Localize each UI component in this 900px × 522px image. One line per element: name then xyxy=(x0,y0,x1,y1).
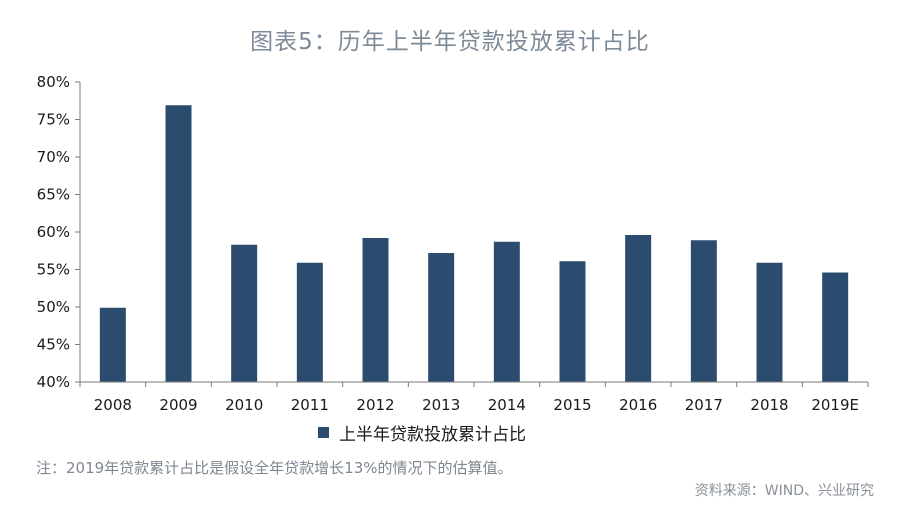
y-tick-label: 80% xyxy=(37,73,70,91)
source-credit: 资料来源：WIND、兴业研究 xyxy=(694,483,874,499)
x-tick-label: 2011 xyxy=(291,396,329,414)
bars xyxy=(99,105,849,382)
footnote: 注：2019年贷款累计占比是假设全年贷款增长13%的情况下的估算值。 xyxy=(36,459,513,477)
y-tick-label: 55% xyxy=(37,261,70,279)
bar-2008 xyxy=(99,307,126,382)
x-tick-label: 2015 xyxy=(553,396,591,414)
x-tick-label: 2016 xyxy=(619,396,657,414)
bar-2018 xyxy=(756,262,783,382)
bar-2011 xyxy=(296,262,323,382)
legend-label: 上半年贷款投放累计占比 xyxy=(339,425,526,445)
y-tick-label: 60% xyxy=(37,223,70,241)
bar-2016 xyxy=(625,235,652,382)
x-tick-label: 2017 xyxy=(685,396,723,414)
bar-2009 xyxy=(165,105,192,382)
y-tick-label: 65% xyxy=(37,186,70,204)
x-tick-label: 2014 xyxy=(488,396,526,414)
y-tick-label: 70% xyxy=(37,148,70,166)
legend-swatch xyxy=(318,427,329,438)
chart-title: 图表5：历年上半年贷款投放累计占比 xyxy=(250,29,650,55)
x-tick-label: 2019E xyxy=(811,396,859,414)
x-tick-label: 2012 xyxy=(356,396,394,414)
x-axis-ticks: 2008 2009 2010 2011 2012 2013 2014 2015 2016 2017… xyxy=(79,382,869,414)
bar-2010 xyxy=(231,244,258,382)
y-axis-ticks: 40% 45% 50% 55% 60% 65% 70% 75% 80% xyxy=(37,73,80,391)
bar-2013 xyxy=(428,253,455,382)
bar-2015 xyxy=(559,261,586,382)
legend: 上半年贷款投放累计占比 xyxy=(318,420,526,445)
x-tick-label: 2010 xyxy=(225,396,263,414)
bar-2019E xyxy=(822,272,849,382)
x-tick-label: 2008 xyxy=(94,396,132,414)
x-tick-label: 2013 xyxy=(422,396,460,414)
x-tick-label: 2018 xyxy=(750,396,788,414)
x-tick-label: 2009 xyxy=(159,396,197,414)
bar-2012 xyxy=(362,238,389,382)
y-tick-label: 50% xyxy=(37,298,70,316)
bar-2017 xyxy=(690,240,717,382)
y-tick-label: 75% xyxy=(37,111,70,129)
y-tick-label: 40% xyxy=(37,373,70,391)
bar-2014 xyxy=(493,241,520,382)
y-tick-label: 45% xyxy=(37,336,70,354)
